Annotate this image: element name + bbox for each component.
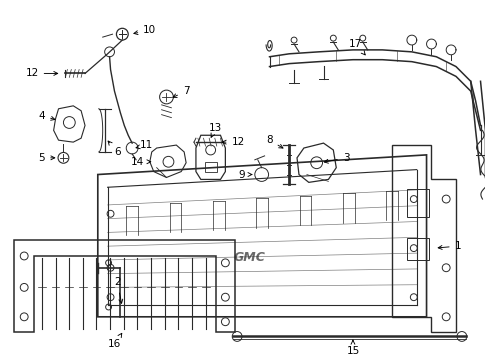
Bar: [205, 162, 217, 172]
Bar: [407, 238, 429, 260]
Text: 13: 13: [209, 123, 222, 137]
Text: 16: 16: [108, 333, 122, 349]
Text: 9: 9: [239, 170, 252, 180]
Text: 7: 7: [173, 86, 190, 98]
Text: 12: 12: [25, 68, 58, 78]
Text: 4: 4: [39, 111, 55, 121]
Text: 2: 2: [114, 278, 122, 303]
Text: GMC: GMC: [234, 251, 266, 265]
Text: 6: 6: [108, 141, 121, 157]
Text: 8: 8: [266, 135, 283, 148]
Text: 15: 15: [346, 340, 360, 356]
Text: 12: 12: [222, 137, 245, 147]
Text: 10: 10: [134, 25, 156, 35]
Text: 11: 11: [136, 140, 153, 150]
Bar: [407, 189, 429, 217]
Text: 17: 17: [349, 39, 365, 55]
Text: 14: 14: [130, 157, 151, 167]
Text: 5: 5: [39, 153, 55, 163]
Text: 3: 3: [324, 153, 349, 163]
Text: 1: 1: [438, 241, 461, 251]
